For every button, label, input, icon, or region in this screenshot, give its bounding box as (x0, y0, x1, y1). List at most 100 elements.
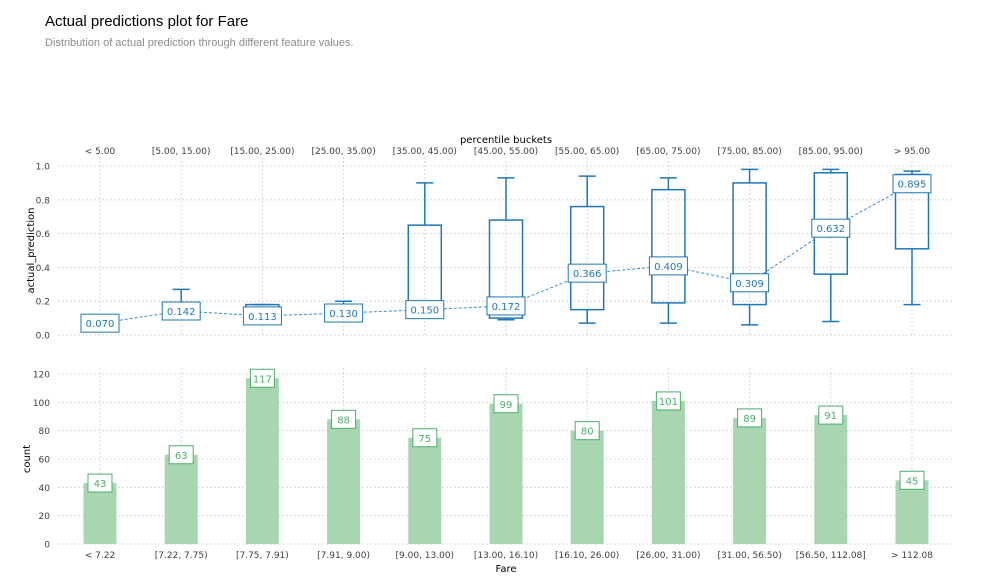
count-value-label: 80 (581, 427, 594, 438)
top-axis-title: percentile buckets (460, 135, 552, 146)
count-value-label: 101 (659, 397, 678, 408)
count-label-box (899, 470, 925, 490)
mean-label-box (648, 256, 688, 276)
count-bar (327, 419, 361, 544)
count-bar (651, 400, 685, 544)
chart-subtitle: Distribution of actual prediction throug… (45, 37, 354, 49)
mean-label-box (80, 313, 120, 333)
mean-label-box (892, 174, 932, 194)
count-label-box (493, 394, 519, 414)
mean-value-label: 0.366 (573, 269, 602, 280)
count-bar (245, 378, 279, 544)
y-tick-label: 20 (39, 512, 51, 522)
count-label-box (818, 405, 844, 425)
box-iqr (651, 188, 686, 304)
mean-value-label: 0.070 (86, 319, 115, 330)
mean-label-box (567, 263, 607, 283)
x-tick-label: [31.00, 56.50) (717, 551, 781, 561)
count-label-box (412, 428, 438, 448)
percentile-bucket-label: [65.00, 75.00) (636, 147, 700, 157)
count-label-box (168, 445, 194, 465)
x-tick-label: [56.50, 112.08] (796, 551, 866, 561)
percentile-bucket-label: [45.00, 55.00) (474, 147, 538, 157)
y-tick-label: 0.2 (36, 298, 50, 308)
count-value-label: 75 (418, 434, 431, 445)
mean-label-box (161, 301, 201, 321)
mean-label-box (486, 296, 526, 316)
y-tick-label: 0 (44, 541, 50, 551)
y-tick-label: 120 (33, 371, 50, 381)
count-bar (814, 415, 848, 544)
x-tick-label: [26.00, 31.00) (636, 551, 700, 561)
count-bar (408, 437, 442, 544)
count-value-label: 88 (337, 415, 350, 426)
y-tick-label: 1.0 (36, 163, 51, 173)
count-value-label: 117 (253, 374, 272, 385)
x-tick-label: [7.22, 7.75) (155, 551, 208, 561)
mean-label-box (730, 273, 770, 293)
count-value-label: 63 (175, 451, 188, 462)
y-axis-title: count (22, 445, 33, 473)
mean-label-box (324, 303, 364, 323)
count-bar (164, 454, 198, 544)
y-tick-label: 40 (39, 484, 51, 494)
y-tick-label: 0.8 (36, 196, 51, 206)
count-bar (895, 480, 929, 544)
mean-value-label: 0.409 (654, 262, 683, 273)
chart-title: Actual predictions plot for Fare (45, 13, 249, 30)
y-tick-label: 80 (39, 427, 51, 437)
x-tick-label: [7.75, 7.91) (236, 551, 289, 561)
count-value-label: 91 (824, 411, 837, 422)
y-tick-label: 0.0 (36, 332, 51, 342)
box-iqr (488, 219, 524, 319)
mean-value-label: 0.113 (248, 312, 277, 323)
y-tick-label: 0.6 (36, 230, 51, 240)
percentile-bucket-label: < 5.00 (85, 147, 116, 157)
box-iqr (569, 205, 605, 311)
percentile-bucket-label: [25.00, 35.00) (311, 147, 375, 157)
mean-label-box (405, 300, 445, 320)
percentile-bucket-label: [35.00, 45.00) (393, 147, 457, 157)
mean-label-box (811, 218, 851, 238)
count-value-label: 45 (906, 476, 919, 487)
percentile-bucket-label: [75.00, 85.00) (717, 147, 781, 157)
count-label-box (574, 421, 600, 441)
mean-value-label: 0.309 (735, 279, 764, 290)
count-bar (570, 430, 604, 544)
x-tick-label: [7.91, 9.00) (317, 551, 370, 561)
count-value-label: 89 (743, 414, 756, 425)
count-bar (83, 483, 117, 544)
y-tick-label: 0.4 (36, 264, 51, 274)
percentile-bucket-label: [15.00, 25.00) (230, 147, 294, 157)
count-label-box (249, 368, 275, 388)
count-value-label: 99 (500, 400, 513, 411)
percentile-bucket-label: [5.00, 15.00) (152, 147, 211, 157)
x-tick-label: [9.00, 13.00) (396, 551, 455, 561)
count-bar (489, 403, 523, 544)
x-axis-title: Fare (495, 564, 516, 575)
mean-value-label: 0.130 (329, 309, 358, 320)
count-label-box (737, 408, 763, 428)
mean-value-label: 0.150 (410, 306, 439, 317)
x-tick-label: [13.00, 16.10) (474, 551, 538, 561)
mean-value-label: 0.142 (167, 307, 196, 318)
count-label-box (331, 409, 357, 429)
mean-label-box (242, 306, 282, 326)
percentile-bucket-label: [85.00, 95.00) (799, 147, 863, 157)
x-tick-label: [16.10, 26.00) (555, 551, 619, 561)
y-tick-label: 60 (39, 456, 51, 466)
mean-value-label: 0.172 (492, 302, 521, 313)
mean-value-label: 0.895 (898, 180, 927, 191)
count-bar (733, 417, 767, 544)
y-axis-title: actual_prediction (26, 208, 37, 294)
count-label-box (87, 473, 113, 493)
x-tick-label: < 7.22 (85, 551, 115, 561)
box-iqr (732, 182, 767, 306)
mean-value-label: 0.632 (816, 224, 845, 235)
x-tick-label: > 112.08 (891, 551, 933, 561)
count-value-label: 43 (94, 479, 107, 490)
percentile-bucket-label: [55.00, 65.00) (555, 147, 619, 157)
count-label-box (655, 391, 681, 411)
